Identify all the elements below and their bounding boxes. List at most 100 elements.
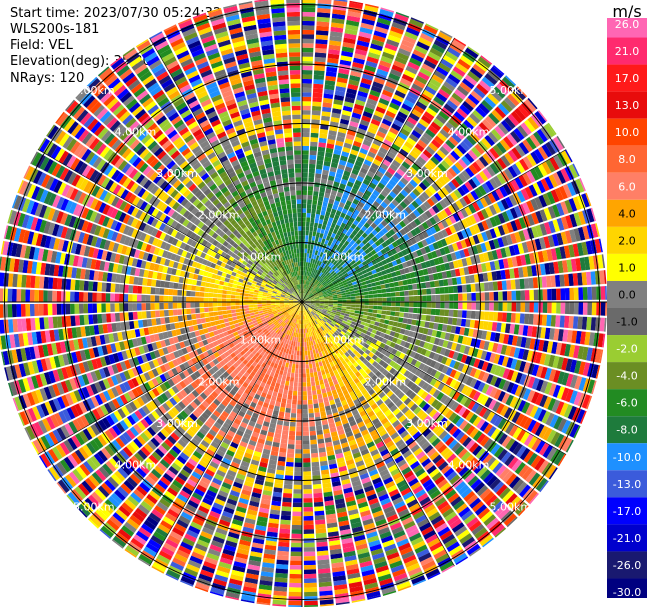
velocity-gate xyxy=(482,153,493,165)
velocity-gate xyxy=(404,290,409,296)
velocity-gate xyxy=(308,308,312,312)
velocity-gate xyxy=(434,497,447,507)
velocity-gate xyxy=(372,384,380,392)
velocity-gate xyxy=(399,268,406,275)
velocity-rays xyxy=(0,0,607,607)
velocity-gate xyxy=(329,166,337,173)
velocity-gate xyxy=(346,367,352,373)
velocity-gate xyxy=(526,350,534,362)
velocity-gate xyxy=(556,302,561,314)
velocity-gate xyxy=(381,310,387,315)
velocity-gate xyxy=(409,302,414,307)
velocity-gate xyxy=(320,287,326,291)
velocity-gate xyxy=(396,85,408,95)
velocity-gate xyxy=(336,311,341,315)
velocity-gate xyxy=(547,206,556,219)
velocity-gate xyxy=(469,497,482,509)
velocity-gate xyxy=(457,285,463,293)
velocity-gate xyxy=(588,332,595,346)
velocity-gate xyxy=(353,355,359,362)
velocity-gate xyxy=(506,133,518,146)
velocity-gate xyxy=(505,209,514,221)
velocity-gate xyxy=(539,394,548,408)
velocity-gate xyxy=(304,587,318,593)
nrays-label: NRays: 120 xyxy=(10,71,85,86)
velocity-gate xyxy=(330,31,343,38)
velocity-gate xyxy=(437,354,444,363)
velocity-gate xyxy=(442,197,451,207)
velocity-gate xyxy=(379,8,394,17)
velocity-gate xyxy=(305,275,308,281)
velocity-gate xyxy=(362,204,370,212)
velocity-gate xyxy=(303,261,306,267)
velocity-gate xyxy=(347,328,353,334)
velocity-gate xyxy=(401,161,411,170)
velocity-gate xyxy=(322,169,329,176)
velocity-gate xyxy=(312,283,316,288)
velocity-gate xyxy=(506,312,512,323)
field-label: Field: VEL xyxy=(10,38,73,53)
velocity-gate xyxy=(444,348,451,357)
velocity-gate xyxy=(487,192,497,204)
velocity-gate xyxy=(465,376,474,386)
velocity-gate xyxy=(333,267,339,272)
velocity-gate xyxy=(303,266,306,271)
velocity-gate xyxy=(361,260,368,266)
velocity-gate xyxy=(501,211,510,223)
velocity-gate xyxy=(502,368,510,379)
velocity-gate xyxy=(335,336,340,342)
velocity-gate xyxy=(370,43,383,51)
velocity-gate xyxy=(460,55,474,67)
velocity-gate xyxy=(325,265,330,271)
velocity-gate xyxy=(398,414,407,423)
velocity-gate xyxy=(408,330,415,337)
velocity-gate xyxy=(305,296,309,300)
velocity-gate xyxy=(395,115,406,124)
velocity-gate xyxy=(429,77,442,88)
velocity-gate xyxy=(508,194,518,207)
velocity-gate xyxy=(577,272,583,286)
velocity-gate xyxy=(370,85,382,94)
velocity-gate xyxy=(404,31,418,41)
velocity-gate xyxy=(465,387,473,397)
velocity-gate xyxy=(352,183,360,191)
velocity-gate xyxy=(341,306,347,309)
velocity-gate xyxy=(432,424,442,434)
velocity-gate xyxy=(544,367,552,381)
velocity-gate xyxy=(356,95,367,103)
velocity-gate xyxy=(452,351,459,360)
velocity-gate xyxy=(315,255,320,261)
velocity-gate xyxy=(431,471,443,482)
velocity-gate xyxy=(395,291,400,297)
velocity-gate xyxy=(405,65,418,75)
velocity-gate xyxy=(547,122,557,135)
velocity-gate xyxy=(295,444,302,450)
velocity-gate xyxy=(349,364,356,371)
velocity-gate xyxy=(369,265,376,271)
velocity-gate xyxy=(315,287,320,291)
velocity-gate xyxy=(521,241,529,254)
velocity-gate xyxy=(305,226,310,231)
velocity-gate xyxy=(502,380,511,392)
velocity-gate xyxy=(434,135,445,146)
velocity-gate xyxy=(346,161,354,169)
velocity-gate xyxy=(487,321,493,331)
velocity-gate xyxy=(479,340,486,350)
velocity-gate xyxy=(347,83,359,91)
velocity-gate xyxy=(333,283,339,288)
velocity-gate xyxy=(464,472,476,484)
velocity-gate xyxy=(429,421,438,431)
velocity-gate xyxy=(337,281,343,286)
velocity-gate xyxy=(418,379,426,388)
velocity-gate xyxy=(441,374,450,384)
velocity-gate xyxy=(303,288,306,294)
velocity-gate xyxy=(304,569,317,575)
velocity-gate xyxy=(388,320,394,326)
velocity-gate xyxy=(352,318,358,323)
velocity-gate xyxy=(530,168,540,181)
velocity-gate xyxy=(373,219,381,226)
velocity-gate xyxy=(411,129,422,139)
velocity-gate xyxy=(314,294,319,298)
velocity-gate xyxy=(330,287,336,291)
velocity-gate xyxy=(529,302,534,313)
